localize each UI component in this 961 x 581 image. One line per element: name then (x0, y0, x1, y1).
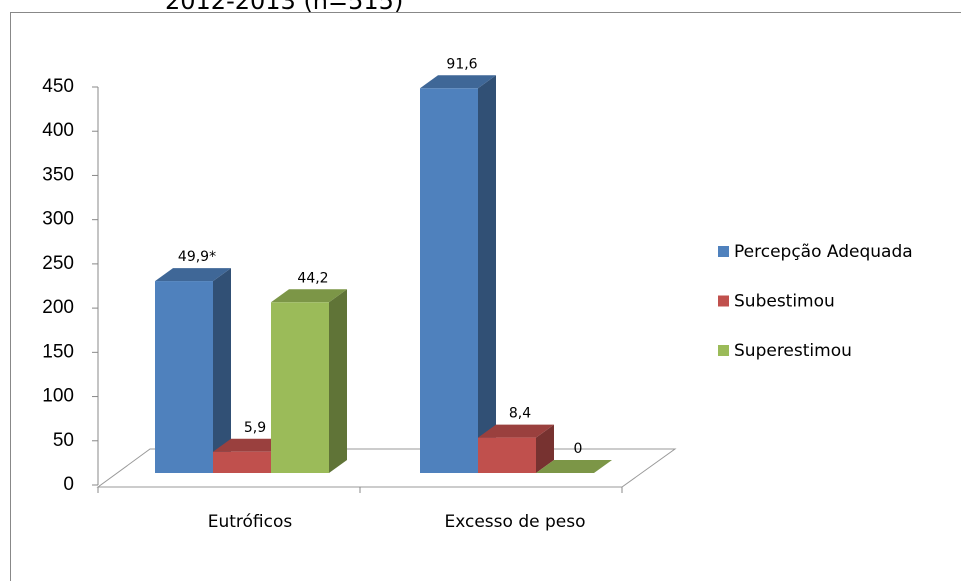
legend-label: Percepção Adequada (734, 242, 913, 262)
data-label: 91,6 (446, 56, 477, 72)
y-tick-label: 350 (42, 164, 74, 185)
bar-side (478, 75, 496, 474)
legend-swatch (718, 345, 729, 356)
floor (96, 448, 677, 488)
bar-top (155, 268, 231, 282)
data-label: 5,9 (244, 420, 266, 436)
bar-top (420, 75, 496, 89)
y-tick-label: 300 (42, 209, 74, 230)
bar (213, 451, 271, 473)
y-tick-label: 0 (63, 474, 74, 495)
bar-side (213, 268, 231, 473)
bar-side (536, 424, 554, 473)
data-label: 44,2 (297, 270, 328, 286)
bar (478, 437, 536, 473)
legend-label: Superestimou (734, 341, 852, 361)
y-tick-label: 250 (42, 253, 74, 274)
x-tick-label: Eutróficos (208, 512, 293, 532)
bar-top (536, 460, 612, 473)
y-tick-label: 400 (42, 120, 74, 141)
bar (155, 281, 213, 473)
bar (271, 302, 329, 473)
y-tick-label: 200 (42, 297, 74, 318)
y-tick-label: 150 (42, 341, 74, 362)
y-tick-label: 100 (42, 386, 74, 407)
bar (420, 88, 478, 474)
y-tick-label: 450 (42, 76, 74, 97)
chart-frame (10, 12, 961, 581)
bar-top (271, 289, 347, 303)
bar-top (213, 438, 289, 452)
legend-swatch (718, 246, 729, 257)
legend-label: Subestimou (734, 292, 835, 312)
bar-side (329, 289, 347, 473)
y-tick-label: 50 (53, 430, 74, 451)
x-tick-label: Excesso de peso (445, 512, 586, 532)
bar-top (478, 424, 554, 438)
legend-swatch (718, 295, 729, 307)
chart-title: 2012-2013 (n=515) (165, 0, 403, 15)
data-label: 0 (574, 441, 583, 457)
data-label: 49,9* (178, 249, 216, 265)
data-label: 8,4 (509, 406, 531, 422)
